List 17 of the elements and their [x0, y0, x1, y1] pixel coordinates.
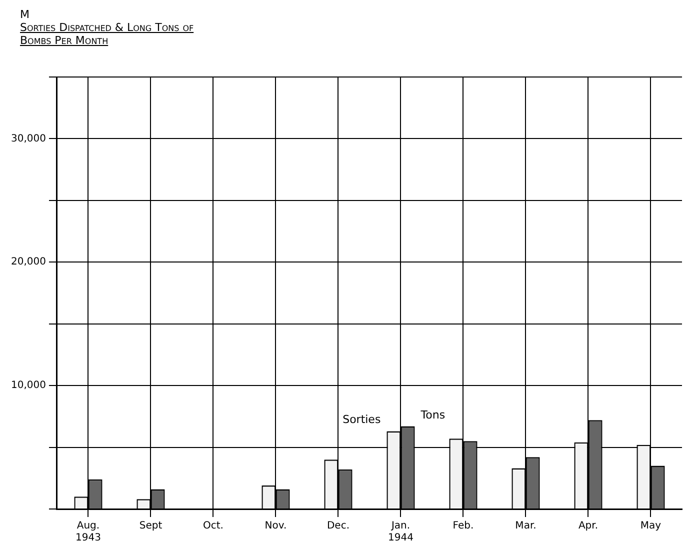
y-tick-label: 30,000 [10, 133, 46, 144]
text: M [20, 8, 30, 21]
series-label: Tons [420, 408, 446, 422]
x-tick-label: Jan. 1944 [388, 520, 414, 544]
chart-title: Sorties Dispatched & Long Tons of Bombs Per Month [20, 21, 195, 47]
y-tick-label: 20,000 [10, 256, 46, 268]
x-tick-label: Feb. [452, 520, 474, 532]
x-tick-label: Oct. [203, 520, 224, 532]
y-tick-label: 10,000 [10, 380, 46, 392]
x-tick-label: Aug. 1943 [76, 520, 101, 544]
x-tick-label: Apr. [578, 520, 598, 532]
series-label: Sorties [342, 413, 381, 426]
x-tick-label: Mar. [515, 520, 536, 532]
x-tick-label: Sept [139, 520, 162, 532]
x-tick-label: Nov. [264, 520, 287, 532]
x-tick-label: May [640, 520, 662, 532]
x-tick-label: Dec. [326, 520, 350, 532]
